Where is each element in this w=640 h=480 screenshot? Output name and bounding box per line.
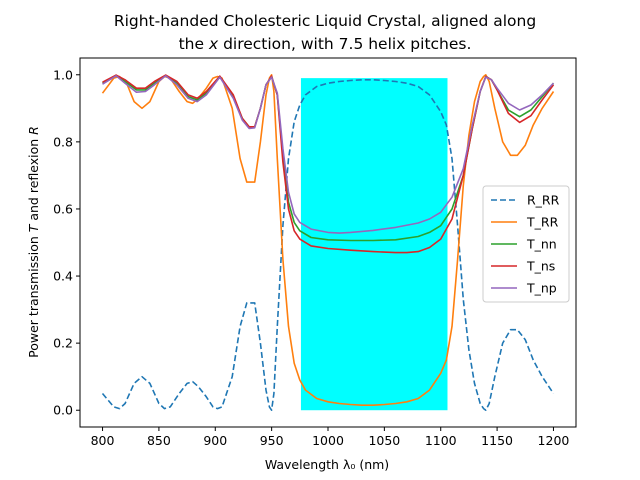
y-axis-label: Power transmission T and reflexion R xyxy=(26,126,41,358)
chart-title-line2: the x direction, with 7.5 helix pitches. xyxy=(179,35,472,53)
x-tick-label: 1150 xyxy=(481,433,513,448)
series-line-r-rr xyxy=(101,79,555,411)
y-tick-label: 0.4 xyxy=(53,269,73,284)
x-tick-label: 1100 xyxy=(425,433,457,448)
x-tick-label: 1000 xyxy=(312,433,344,448)
legend-box xyxy=(482,185,570,303)
legend-label-t-nn: T_nn xyxy=(526,237,557,252)
x-tick-label: 900 xyxy=(203,433,227,448)
x-tick-label: 850 xyxy=(147,433,171,448)
legend: R_RR T_RR T_nn T_ns T_np xyxy=(482,185,570,303)
series-line-t-rr xyxy=(101,74,555,406)
x-axis-label: Wavelength λ₀ (nm) xyxy=(265,457,389,472)
legend-label-t-rr: T_RR xyxy=(526,215,559,230)
chart-title-line1: Right-handed Cholesteric Liquid Crystal,… xyxy=(114,12,536,30)
y-tick-label: 0.0 xyxy=(53,403,73,418)
x-tick-label: 1200 xyxy=(538,433,570,448)
legend-label-r-rr: R_RR xyxy=(527,193,560,208)
y-tick-label: 0.8 xyxy=(53,134,73,149)
y-tick-label: 1.0 xyxy=(53,67,73,82)
x-tick-label: 950 xyxy=(260,433,284,448)
plot-area: 800 850 900 950 1000 1050 1100 1150 1200 0.0 0.2 0.… xyxy=(53,57,577,448)
y-tick-label: 0.6 xyxy=(53,201,73,216)
series-line-t-np xyxy=(102,75,555,234)
y-tick-label: 0.2 xyxy=(53,336,73,351)
legend-label-t-ns: T_ns xyxy=(526,259,555,274)
legend-label-t-np: T_np xyxy=(526,281,557,296)
cyan-band xyxy=(300,78,448,411)
x-tick-label: 800 xyxy=(91,433,115,448)
x-tick-label: 1050 xyxy=(368,433,400,448)
